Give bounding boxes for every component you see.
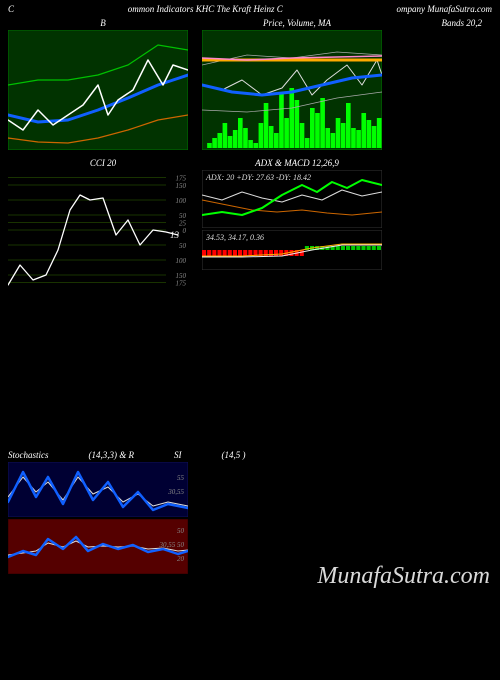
svg-text:0: 0 bbox=[183, 227, 187, 235]
chart1-title: B bbox=[8, 18, 198, 28]
svg-text:34.53, 34.17, 0.36: 34.53, 34.17, 0.36 bbox=[205, 233, 264, 242]
svg-text:100: 100 bbox=[176, 197, 187, 205]
bands-title: Bands 20,2 bbox=[396, 18, 486, 28]
svg-text:13: 13 bbox=[170, 230, 180, 240]
chart4a-svg: ADX: 20 +DY: 27.63 -DY: 18.42 bbox=[202, 170, 382, 228]
cell-bands: Bands 20,2 bbox=[396, 18, 486, 150]
cell-chart3: CCI 20 175150100502505010015017513 bbox=[8, 158, 198, 290]
svg-text:50: 50 bbox=[179, 242, 187, 250]
svg-text:20: 20 bbox=[177, 555, 185, 563]
stoch-title-right: (14,5 ) bbox=[222, 450, 246, 460]
chart4b-svg: 34.53, 34.17, 0.36 bbox=[202, 230, 382, 270]
chart2-title: Price, Volume, MA bbox=[202, 18, 392, 28]
stoch-title-mid2: SI bbox=[174, 450, 182, 460]
svg-text:150: 150 bbox=[176, 182, 187, 190]
row-1: B Price, Volume, MA Bands 20,2 bbox=[0, 18, 500, 150]
chart6-svg: 50 30,55 50 20 bbox=[8, 519, 188, 574]
chart4-title: ADX & MACD 12,26,9 bbox=[202, 158, 392, 168]
chart2-svg bbox=[202, 30, 382, 150]
svg-text:175: 175 bbox=[176, 280, 187, 288]
chart3-title: CCI 20 bbox=[8, 158, 198, 168]
svg-text:50: 50 bbox=[177, 527, 185, 535]
svg-text:100: 100 bbox=[176, 257, 187, 265]
chart3-svg: 175150100502505010015017513 bbox=[8, 170, 188, 290]
svg-text:ADX: 20 +DY: 27.63 -DY: 18.: ADX: 20 +DY: 27.63 -DY: 18.42 bbox=[205, 173, 311, 182]
row-3: Stochastics (14,3,3) & R SI (14,5 ) 55 30… bbox=[0, 450, 500, 574]
chart5-svg: 55 30,55 bbox=[8, 462, 188, 517]
cell-stoch: Stochastics (14,3,3) & R SI (14,5 ) 55 30… bbox=[8, 450, 488, 574]
spacer bbox=[0, 290, 500, 450]
chart1-svg bbox=[8, 30, 188, 150]
cell-chart1: B bbox=[8, 18, 198, 150]
header-row: C ommon Indicators KHC The Kraft Heinz C… bbox=[0, 0, 500, 18]
header-right: ompany MunafaSutra.com bbox=[397, 4, 493, 14]
row-2: CCI 20 175150100502505010015017513 ADX &… bbox=[0, 158, 500, 290]
cell-chart4: ADX & MACD 12,26,9 ADX: 20 +DY: 27.63 -D… bbox=[202, 158, 392, 290]
svg-text:30,55 50: 30,55 50 bbox=[159, 541, 185, 549]
cell-chart2: Price, Volume, MA bbox=[202, 18, 392, 150]
stoch-title-row: Stochastics (14,3,3) & R SI (14,5 ) bbox=[8, 450, 488, 460]
header-left: C bbox=[8, 4, 14, 14]
svg-text:30,55: 30,55 bbox=[167, 488, 184, 496]
stoch-title-left: Stochastics bbox=[8, 450, 49, 460]
stoch-title-mid: (14,3,3) & R bbox=[89, 450, 135, 460]
header-center: ommon Indicators KHC The Kraft Heinz C bbox=[128, 4, 283, 14]
svg-text:55: 55 bbox=[177, 474, 185, 482]
